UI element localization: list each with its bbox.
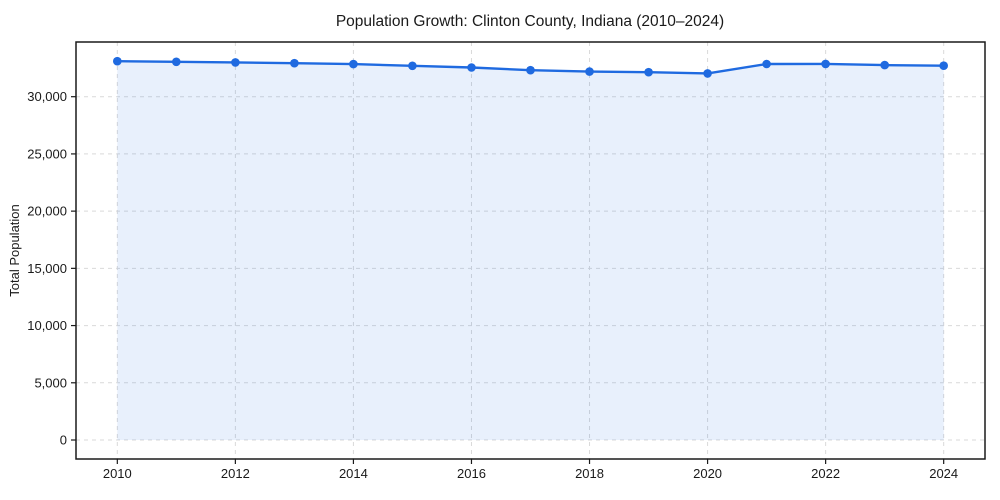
y-axis-label: Total Population [7, 204, 22, 297]
x-tick-label: 2020 [693, 466, 722, 481]
data-point-marker [113, 56, 122, 66]
data-point-marker [408, 61, 417, 71]
data-point-marker [644, 67, 653, 77]
y-tick-label: 15,000 [27, 261, 67, 276]
plot-border [75, 41, 986, 460]
data-point-marker [939, 61, 948, 70]
chart-title: Population Growth: Clinton County, India… [336, 13, 724, 30]
y-tick-label: 0 [60, 433, 67, 448]
x-tick-label: 2016 [457, 466, 486, 481]
data-point-marker [762, 59, 771, 69]
y-tick-label: 20,000 [27, 204, 67, 219]
area-fill [117, 61, 944, 440]
data-point-marker [290, 58, 299, 68]
data-point-marker [467, 63, 476, 72]
data-point-marker [349, 59, 358, 69]
data-point-marker [821, 59, 830, 69]
x-tick-label: 2022 [811, 466, 840, 481]
data-point-marker [172, 57, 181, 67]
data-point-marker [231, 58, 240, 67]
data-point-marker [703, 69, 712, 78]
data-point-marker [585, 67, 594, 76]
x-tick-label: 2018 [575, 466, 604, 481]
x-tick-label: 2024 [929, 466, 958, 481]
y-tick-label: 10,000 [27, 318, 67, 333]
y-tick-label: 25,000 [27, 146, 67, 161]
data-point-marker [880, 60, 889, 70]
data-point-marker [526, 65, 535, 75]
y-tick-label: 5,000 [34, 375, 67, 390]
x-tick-label: 2010 [103, 466, 132, 481]
x-tick-label: 2012 [221, 466, 250, 481]
x-tick-label: 2014 [339, 466, 368, 481]
y-tick-label: 30,000 [27, 89, 67, 104]
